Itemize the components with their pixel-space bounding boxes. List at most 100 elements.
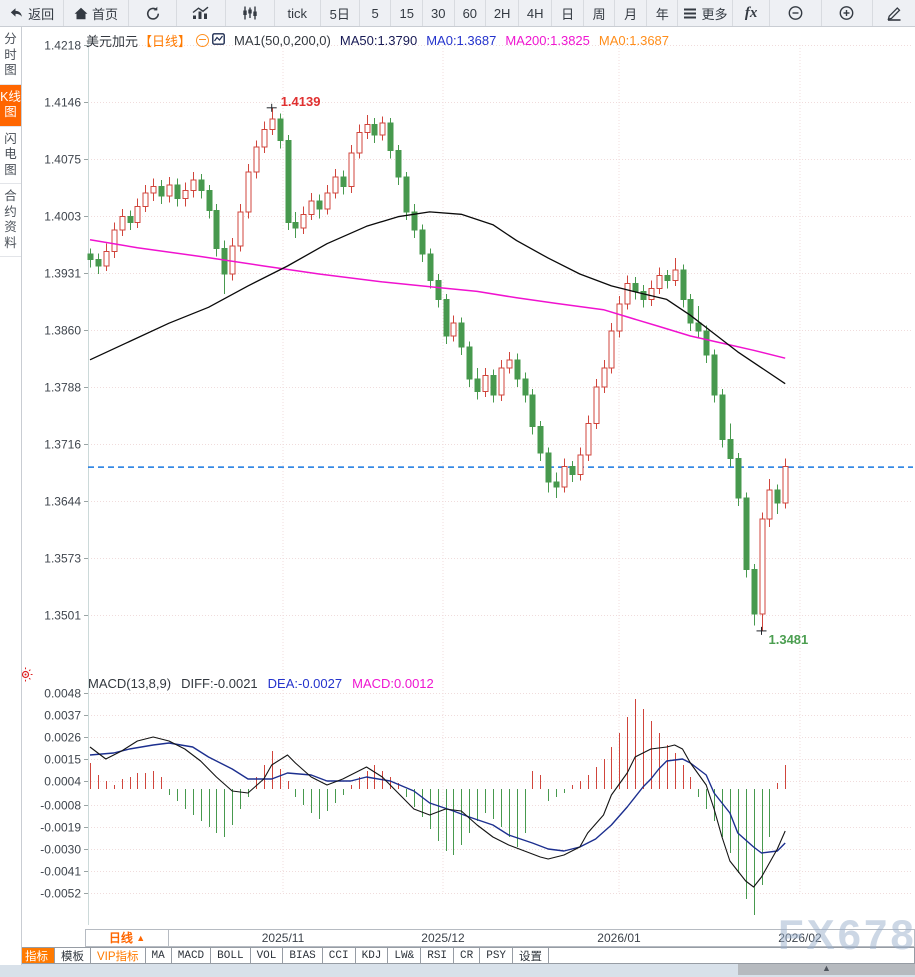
ma200-line — [89, 239, 786, 359]
tab-cr[interactable]: CR — [454, 948, 481, 963]
x-axis-label: 2026/02 — [778, 931, 822, 945]
ma0-value-blue: MA0:1.3687 — [426, 33, 497, 48]
ma50-value: MA50:1.3790 — [339, 33, 418, 48]
toolbar-period-day[interactable]: 日 — [552, 0, 584, 26]
toolbar-period-60[interactable]: 60 — [455, 0, 487, 26]
toolbar-period-week[interactable]: 周 — [584, 0, 616, 26]
high-price-label: 1.4139 — [281, 94, 321, 109]
svg-text:-0.0052: -0.0052 — [40, 887, 81, 901]
toolbar-label: fx — [744, 4, 758, 21]
tab-vip指标[interactable]: VIP指标 — [91, 948, 146, 963]
pencil-icon — [886, 6, 902, 21]
sidebar-item-contract-info[interactable]: 合约资料 — [0, 184, 21, 257]
toolbar-period-15[interactable]: 15 — [391, 0, 423, 26]
dea-line — [89, 742, 786, 854]
toolbar-more[interactable]: 更多 — [678, 0, 734, 26]
zoom-out-icon — [787, 5, 804, 21]
low-price-label: 1.3481 — [769, 632, 809, 647]
toolbar-zoom-out[interactable] — [770, 0, 822, 26]
tab-boll[interactable]: BOLL — [211, 948, 251, 963]
refresh-icon — [145, 6, 161, 21]
candlestick-series — [87, 107, 789, 631]
svg-text:0.0037: 0.0037 — [44, 709, 81, 723]
sidebar-item-flash-chart[interactable]: 闪电图 — [0, 127, 21, 184]
tab-bias[interactable]: BIAS — [283, 948, 323, 963]
indicator-tab-bar: 指标 模板 VIP指标 MA MACD BOLL VOL BIAS CCI KDJ LW& RSI CR… — [18, 947, 915, 964]
svg-text:1.3716: 1.3716 — [44, 438, 81, 452]
collapse-arrow-icon: ▲ — [822, 963, 831, 973]
ma-settings-label: MA1(50,0,200,0) — [234, 33, 331, 48]
ma-settings-icon[interactable] — [212, 33, 225, 48]
sidebar-item-time-chart[interactable]: 分时图 — [0, 27, 21, 85]
x-axis-strip: 日线 ▲ 2025/11 2025/12 2026/01 2026/02 — [85, 929, 915, 947]
x-axis-label: 2026/01 — [597, 931, 641, 945]
symbol-name: 美元加元 — [86, 34, 139, 49]
toolbar-period-tick[interactable]: tick — [275, 0, 321, 26]
macd-title: MACD(13,8,9) — [88, 676, 172, 691]
toolbar-period-year[interactable]: 年 — [647, 0, 679, 26]
toolbar-home[interactable]: 首页 — [64, 0, 129, 26]
tab-模板[interactable]: 模板 — [55, 948, 91, 963]
svg-text:-0.0030: -0.0030 — [40, 843, 81, 857]
chevron-up-icon: ▲ — [136, 933, 146, 943]
toolbar-candle-chart[interactable] — [226, 0, 275, 26]
price-chart-header: 美元加元 【日线】 MA1(50,0,200,0) MA50:1.3790 MA0… — [86, 31, 669, 50]
ma200-value: MA200:1.3825 — [505, 33, 590, 48]
macd-dea-value: DEA:-0.0027 — [267, 676, 343, 691]
toolbar-label: 15 — [399, 5, 414, 21]
tab-rsi[interactable]: RSI — [421, 948, 455, 963]
toolbar-label: 30 — [431, 5, 446, 21]
toolbar-area-chart[interactable] — [177, 0, 227, 26]
toolbar-fx[interactable]: fx — [733, 0, 770, 26]
tab-lw&[interactable]: LW& — [388, 948, 422, 963]
toolbar-back[interactable]: 返回 — [0, 0, 65, 26]
horizontal-scrollbar[interactable]: ▲ — [738, 963, 915, 975]
tab-cci[interactable]: CCI — [323, 948, 356, 963]
period-selector[interactable]: 日线 ▲ — [86, 930, 169, 946]
x-axis-label: 2025/12 — [421, 931, 465, 945]
toolbar-period-2h[interactable]: 2H — [486, 0, 520, 26]
price-axis: 1.4218 1.4146 1.4075 1.4003 1.3931 1.3860 1.37… — [44, 39, 88, 623]
svg-text:1.4003: 1.4003 — [44, 210, 81, 224]
toolbar-refresh[interactable] — [129, 0, 178, 26]
toolbar-label: 5 — [371, 5, 379, 21]
tab-ma[interactable]: MA — [146, 948, 172, 963]
zoom-in-icon — [838, 5, 855, 21]
svg-text:0.0015: 0.0015 — [44, 753, 81, 767]
toolbar-zoom-in[interactable] — [822, 0, 874, 26]
tab-kdj[interactable]: KDJ — [356, 948, 389, 963]
toolbar-period-5[interactable]: 5 — [360, 0, 392, 26]
svg-text:1.3931: 1.3931 — [44, 267, 81, 281]
toolbar-period-30[interactable]: 30 — [423, 0, 455, 26]
area-chart-icon — [192, 6, 210, 20]
tab-psy[interactable]: PSY — [480, 948, 514, 963]
svg-text:1.4218: 1.4218 — [44, 39, 81, 53]
sidebar-item-kline-chart[interactable]: K线图 — [0, 84, 21, 127]
svg-text:0.0004: 0.0004 — [44, 775, 81, 789]
tab-vol[interactable]: VOL — [251, 948, 284, 963]
svg-text:1.3860: 1.3860 — [44, 324, 81, 338]
period-badge: 【日线】 — [139, 34, 192, 49]
tab-设置[interactable]: 设置 — [513, 948, 550, 963]
toolbar-period-4h[interactable]: 4H — [519, 0, 553, 26]
bottom-strip: ▲ — [0, 963, 915, 977]
toolbar-period-month[interactable]: 月 — [615, 0, 647, 26]
x-axis-label: 2025/11 — [261, 931, 305, 945]
svg-text:1.3644: 1.3644 — [44, 495, 81, 509]
tab-bar-filler — [549, 948, 914, 963]
svg-text:-0.0041: -0.0041 — [40, 865, 81, 879]
tab-指标[interactable]: 指标 — [19, 948, 55, 963]
gridlines — [88, 40, 913, 925]
toolbar-label: 4H — [526, 5, 544, 21]
toolbar-draw[interactable] — [873, 0, 914, 26]
price-annotations: 1.4139 1.3481 — [266, 94, 809, 647]
toolbar-label: tick — [287, 5, 307, 21]
svg-text:0.0048: 0.0048 — [44, 687, 81, 701]
collapse-pane-icon[interactable] — [196, 34, 210, 47]
ma0-value-orange: MA0:1.3687 — [598, 33, 670, 48]
toolbar-period-5d[interactable]: 5日 — [321, 0, 360, 26]
svg-text:1.4075: 1.4075 — [44, 153, 81, 167]
tab-macd[interactable]: MACD — [172, 948, 212, 963]
ma50-line — [89, 211, 786, 385]
